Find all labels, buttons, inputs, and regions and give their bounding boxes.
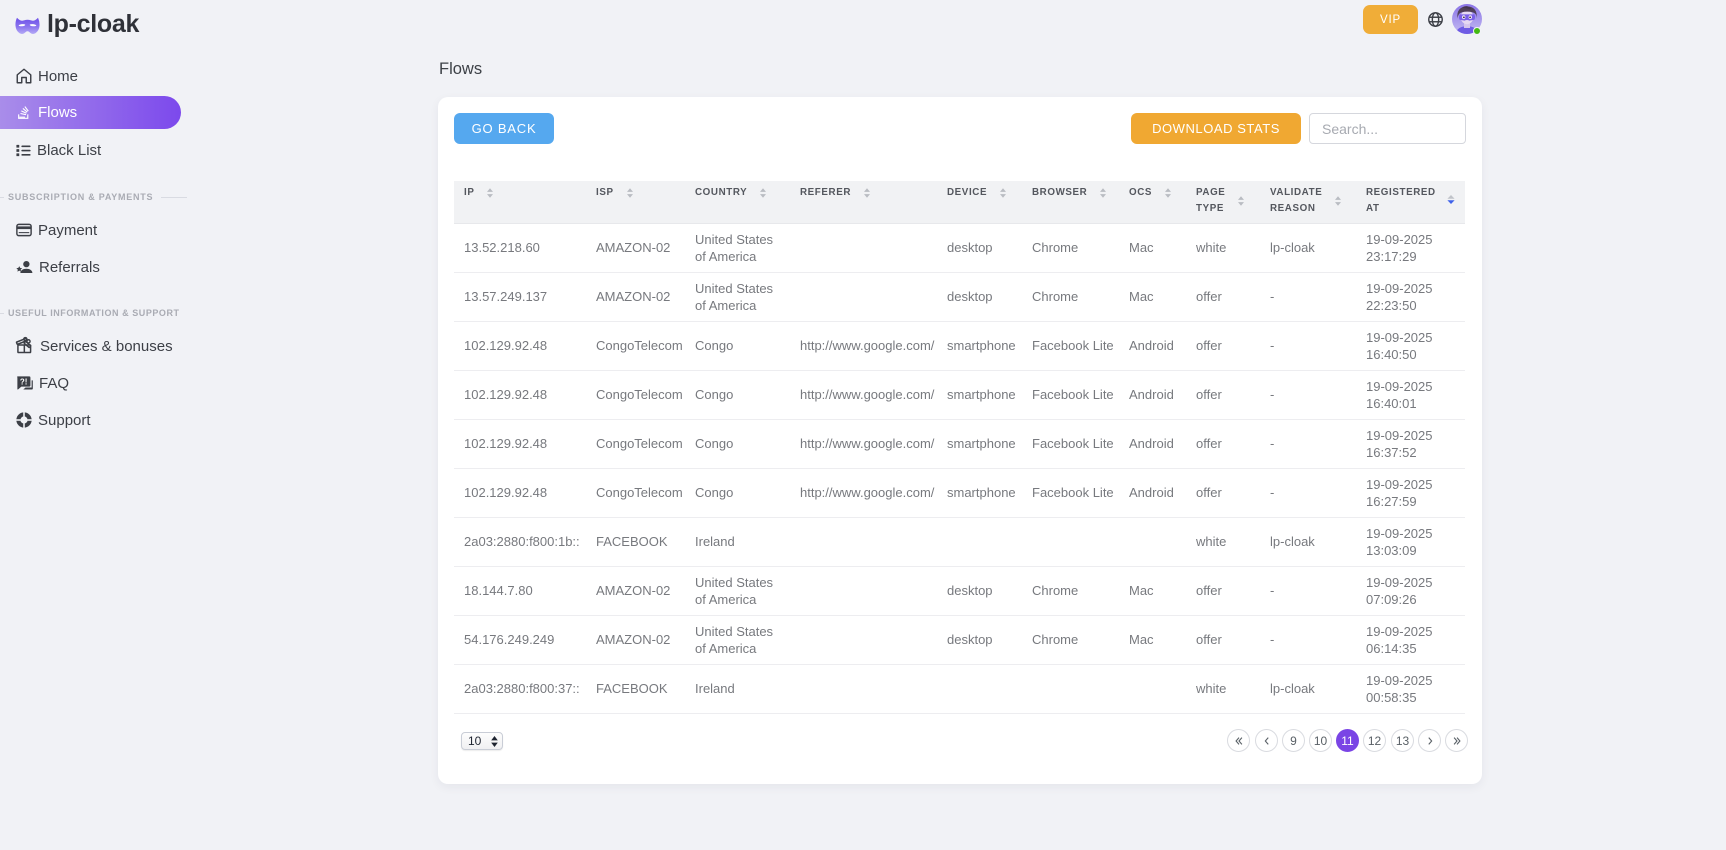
svg-text:?!: ?! [20,377,27,386]
